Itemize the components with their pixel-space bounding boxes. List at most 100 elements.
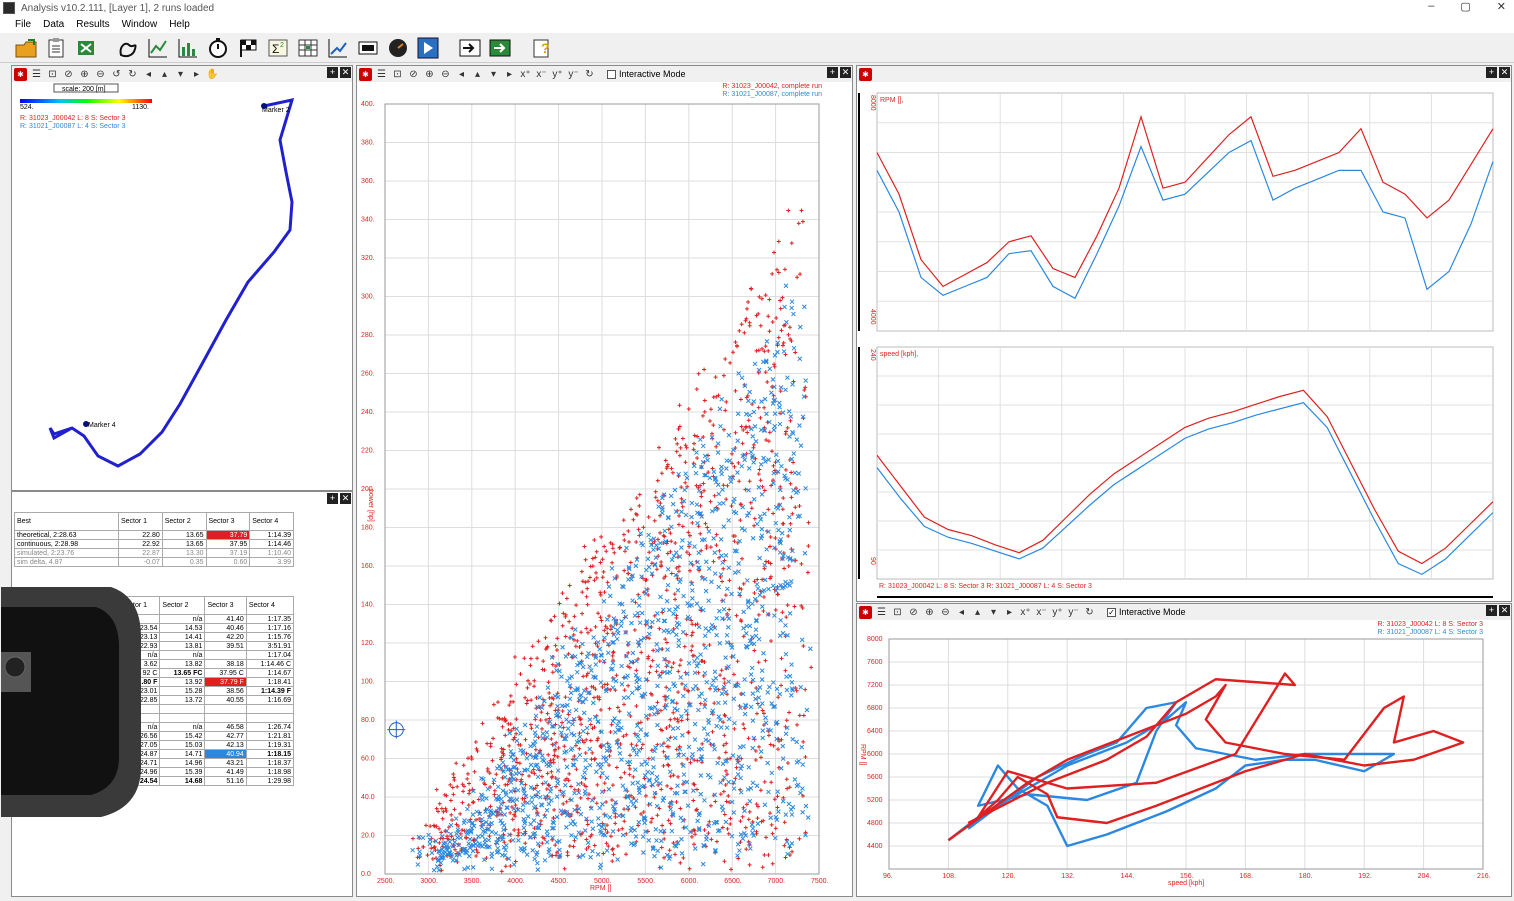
menu-results[interactable]: Results xyxy=(76,19,110,30)
xy-zoom-y-in-icon[interactable]: y⁺ xyxy=(1052,606,1063,618)
xy-zoom-y-out-icon[interactable]: y⁻ xyxy=(1068,606,1079,618)
xy-arrow-down-icon[interactable]: ▾ xyxy=(990,606,997,618)
arrow-up-icon[interactable]: ▴ xyxy=(161,68,168,80)
xy-interactive-mode-toggle[interactable]: ✓ Interactive Mode xyxy=(1107,607,1186,617)
close-button[interactable]: ✕ xyxy=(1496,1,1506,13)
xy-zoom-in-icon[interactable]: ⊕ xyxy=(925,606,934,618)
menu-file[interactable]: File xyxy=(15,19,32,30)
table-icon[interactable] xyxy=(295,35,321,61)
table-row[interactable]: sim delta, 4.87 -0.07 0.35 0.60 3.99 xyxy=(14,557,294,567)
stopwatch-icon[interactable] xyxy=(205,35,231,61)
open-folder-icon[interactable] xyxy=(13,35,39,61)
list-icon[interactable]: ☰ xyxy=(32,68,41,80)
panel-close-icon[interactable]: ✕ xyxy=(340,67,351,78)
xy-zoom-box-icon[interactable]: ⊡ xyxy=(893,606,902,618)
lap-dock-icon[interactable]: + xyxy=(327,493,338,504)
arrow-left-icon[interactable]: ◂ xyxy=(145,68,152,80)
menu-window[interactable]: Window xyxy=(121,19,158,30)
scatter-zoom-out-icon[interactable]: ⊖ xyxy=(441,68,450,80)
video-icon[interactable] xyxy=(355,35,381,61)
export-icon[interactable] xyxy=(73,35,99,61)
zoom-fit-icon[interactable]: ⊘ xyxy=(64,68,73,80)
checkered-flag-icon[interactable] xyxy=(235,35,261,61)
xy-dock-icon[interactable]: + xyxy=(1486,605,1497,616)
rotate-right-icon[interactable]: ↻ xyxy=(128,68,137,80)
xy-list-icon[interactable]: ☰ xyxy=(877,606,886,618)
zoom-x-in-icon[interactable]: x⁺ xyxy=(520,68,531,80)
scatter-icon[interactable] xyxy=(325,35,351,61)
refresh-icon[interactable]: ↻ xyxy=(585,68,594,80)
xy-arrow-left-icon[interactable]: ◂ xyxy=(958,606,965,618)
pan-hand-icon[interactable]: ✋ xyxy=(206,68,219,80)
scatter-dock-icon[interactable]: + xyxy=(827,67,838,78)
scatter-point xyxy=(701,481,706,486)
menu-data[interactable]: Data xyxy=(43,19,65,30)
xy-interactive-mode-checkbox[interactable]: ✓ xyxy=(1107,607,1116,617)
zoom-y-in-icon[interactable]: y⁺ xyxy=(552,68,563,80)
rotate-left-icon[interactable]: ↺ xyxy=(112,68,121,80)
scatter-point xyxy=(529,726,534,731)
scatter-point xyxy=(735,853,740,858)
arrow-right-icon[interactable]: ▸ xyxy=(193,68,200,80)
scatter-point xyxy=(711,536,717,541)
gauge-icon[interactable] xyxy=(385,35,411,61)
run-select-icon[interactable]: ✱ xyxy=(14,67,27,81)
xy-run-select-icon[interactable]: ✱ xyxy=(859,605,872,619)
track-map[interactable]: scale: 200 [m] 524. 1130. R: 31023_J0004… xyxy=(12,82,352,490)
xy-plot[interactable]: 96. 108. 120. 132. 144. 156. 168. 180. 192. 204. 2… xyxy=(857,621,1511,897)
ts-run-select-icon[interactable]: ✱ xyxy=(859,67,872,81)
dock-icon[interactable]: + xyxy=(327,67,338,78)
bar-chart-icon[interactable] xyxy=(175,35,201,61)
ts-close-icon[interactable]: ✕ xyxy=(1499,67,1510,78)
zoom-in-icon[interactable]: ⊕ xyxy=(80,68,89,80)
marker-2-point[interactable] xyxy=(261,103,267,109)
scatter-zoom-in-icon[interactable]: ⊕ xyxy=(425,68,434,80)
help-icon[interactable]: ? xyxy=(529,35,555,61)
table-row[interactable]: continuous, 2:28.98 22.92 13.65 37.95 1:14.4… xyxy=(14,539,294,549)
xy-arrow-right-icon[interactable]: ▸ xyxy=(1006,606,1013,618)
zoom-y-out-icon[interactable]: y⁻ xyxy=(568,68,579,80)
zoom-box-icon[interactable]: ⊡ xyxy=(48,68,57,80)
track-map-icon[interactable] xyxy=(115,35,141,61)
marker-4-point[interactable] xyxy=(83,421,89,427)
xy-refresh-icon[interactable]: ↻ xyxy=(1085,606,1094,618)
line-chart-icon[interactable] xyxy=(145,35,171,61)
maximize-button[interactable]: ▢ xyxy=(1460,1,1471,13)
interactive-mode-toggle[interactable]: Interactive Mode xyxy=(607,69,686,79)
scatter-close-icon[interactable]: ✕ xyxy=(840,67,851,78)
scatter-point xyxy=(760,728,766,733)
xy-zoom-x-out-icon[interactable]: x⁻ xyxy=(1036,606,1047,618)
zoom-x-out-icon[interactable]: x⁻ xyxy=(536,68,547,80)
ts-dock-icon[interactable]: + xyxy=(1486,67,1497,78)
play-icon[interactable] xyxy=(415,35,441,61)
minimize-button[interactable]: – xyxy=(1428,0,1435,12)
menu-help[interactable]: Help xyxy=(169,19,190,30)
xy-arrow-up-icon[interactable]: ▴ xyxy=(974,606,981,618)
lap-close-icon[interactable]: ✕ xyxy=(340,493,351,504)
spreadsheet-icon[interactable] xyxy=(487,35,513,61)
scatter-zoom-box-icon[interactable]: ⊡ xyxy=(393,68,402,80)
scatter-arrow-down-icon[interactable]: ▾ xyxy=(490,68,497,80)
scatter-point xyxy=(731,447,736,453)
xy-close-icon[interactable]: ✕ xyxy=(1499,605,1510,616)
zoom-out-icon[interactable]: ⊖ xyxy=(96,68,105,80)
scatter-zoom-fit-icon[interactable]: ⊘ xyxy=(409,68,418,80)
scatter-plot[interactable]: 2500. 3000. 3500. 4000. 4500. 5000. 5500. 6000.… xyxy=(357,84,852,896)
scatter-point xyxy=(775,349,780,355)
scatter-list-icon[interactable]: ☰ xyxy=(377,68,386,80)
table-row[interactable]: theoretical, 2:28.63 22.80 13.65 37.79 1:14.… xyxy=(14,530,294,540)
xy-zoom-fit-icon[interactable]: ⊘ xyxy=(909,606,918,618)
scatter-run-select-icon[interactable]: ✱ xyxy=(359,67,372,81)
xy-zoom-x-in-icon[interactable]: x⁺ xyxy=(1020,606,1031,618)
scatter-arrow-left-icon[interactable]: ◂ xyxy=(458,68,465,80)
interactive-mode-checkbox[interactable] xyxy=(607,69,616,79)
arrow-down-icon[interactable]: ▾ xyxy=(177,68,184,80)
import-icon[interactable] xyxy=(457,35,483,61)
scatter-arrow-right-icon[interactable]: ▸ xyxy=(506,68,513,80)
clipboard-icon[interactable] xyxy=(43,35,69,61)
scatter-arrow-up-icon[interactable]: ▴ xyxy=(474,68,481,80)
table-row[interactable]: simulated, 2:23.76 22.87 13.30 37.19 1:10.40 xyxy=(14,548,294,558)
xy-zoom-out-icon[interactable]: ⊖ xyxy=(941,606,950,618)
